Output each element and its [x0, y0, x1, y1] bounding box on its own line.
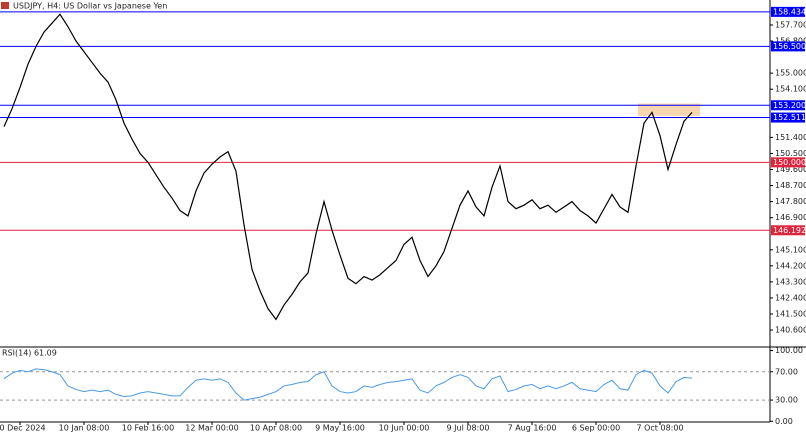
x-tick-label: 10 Jun 00:00	[379, 424, 430, 433]
y-tick-label: 70.00	[775, 367, 798, 376]
level-tag: 158.434	[771, 6, 806, 17]
y-tick-label: 145.100	[775, 245, 806, 254]
x-tick-label: 10 Feb 16:00	[122, 424, 174, 433]
x-tick-label: 10 Jan 08:00	[59, 424, 110, 433]
level-tag-box	[771, 100, 805, 111]
y-tick-label: 154.100	[775, 85, 806, 94]
level-tag: 152.511	[771, 112, 806, 123]
level-tag-box	[771, 112, 805, 123]
y-tick-label: 155.000	[775, 69, 806, 78]
chart-title: USDJPY, H4: US Dollar vs Japanese Yen	[13, 2, 167, 11]
level-tag-box	[771, 157, 805, 168]
y-tick-label: 140.600	[775, 326, 806, 335]
level-tag-label: 152.511	[773, 113, 806, 122]
rsi-title: RSI(14) 61.09	[2, 349, 57, 358]
y-tick-label: 0.00	[775, 417, 793, 426]
y-tick-label: 100.00	[775, 346, 803, 355]
y-tick-label: 156.800	[775, 37, 806, 46]
y-tick-label: 146.900	[775, 213, 806, 222]
y-tick-label: 143.300	[775, 277, 806, 286]
price-line	[3, 13, 693, 321]
x-tick-label: 10 Dec 2024	[0, 424, 46, 433]
y-tick-label: 142.400	[775, 293, 806, 302]
y-tick-label: 144.200	[775, 261, 806, 270]
level-tag-label: 146.192	[773, 226, 806, 235]
resistance-zone	[638, 103, 700, 116]
level-tag: 156.500	[771, 41, 806, 52]
y-tick-label: 30.00	[775, 396, 798, 405]
y-tick-label: 148.700	[775, 181, 806, 190]
x-tick-label: 12 Mar 00:00	[185, 424, 238, 433]
symbol-icon	[1, 2, 9, 9]
x-tick-label: 9 Jul 08:00	[447, 424, 490, 433]
y-tick-label: 151.400	[775, 133, 806, 142]
y-tick-label: 141.500	[775, 309, 806, 318]
level-tag-label: 150.000	[773, 158, 806, 167]
x-tick-label: 7 Aug 16:00	[508, 424, 557, 433]
level-tag: 146.192	[771, 225, 806, 236]
rsi-line	[3, 368, 693, 401]
y-tick-label: 157.700	[775, 20, 806, 29]
level-tag-box	[771, 225, 805, 236]
level-tag-box	[771, 41, 805, 52]
level-tag-label: 156.500	[773, 42, 806, 51]
x-tick-label: 9 May 16:00	[315, 424, 365, 433]
level-tag: 153.200	[771, 100, 806, 111]
level-tag: 150.000	[771, 157, 806, 168]
y-tick-label: 150.500	[775, 149, 806, 158]
x-tick-label: 7 Oct 08:00	[636, 424, 683, 433]
y-tick-label: 147.800	[775, 197, 806, 206]
level-tag-label: 158.434	[773, 7, 806, 16]
level-tag-label: 153.200	[773, 101, 806, 110]
y-tick-label: 149.600	[775, 165, 806, 174]
x-tick-label: 6 Sep 00:00	[572, 424, 620, 433]
level-tag-box	[771, 6, 805, 17]
x-tick-label: 10 Apr 08:00	[250, 424, 302, 433]
